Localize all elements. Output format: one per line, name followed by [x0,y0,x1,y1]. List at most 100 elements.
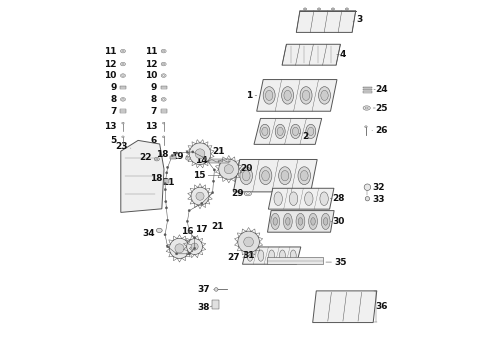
Ellipse shape [365,126,367,128]
Text: 21: 21 [162,179,175,188]
Text: 32: 32 [373,183,385,192]
Ellipse shape [271,213,280,230]
Text: 29: 29 [231,189,244,198]
Ellipse shape [122,99,124,100]
Ellipse shape [175,253,178,255]
Ellipse shape [323,217,328,225]
Ellipse shape [284,90,291,100]
Text: 13: 13 [145,122,157,131]
Text: 27: 27 [227,253,240,262]
Ellipse shape [163,99,165,100]
Ellipse shape [306,124,316,139]
Text: 2: 2 [302,132,308,141]
Ellipse shape [163,63,165,65]
Text: 22: 22 [140,153,152,162]
Ellipse shape [161,62,166,66]
Ellipse shape [122,136,124,138]
Ellipse shape [260,124,270,139]
Ellipse shape [188,231,190,233]
Polygon shape [233,159,317,192]
Text: 12: 12 [145,60,157,69]
Ellipse shape [164,183,166,185]
Ellipse shape [165,207,168,209]
Ellipse shape [258,250,264,261]
Text: 8: 8 [110,95,117,104]
Ellipse shape [121,49,125,53]
Ellipse shape [187,158,189,159]
Bar [212,300,219,309]
Ellipse shape [204,157,206,159]
Ellipse shape [365,107,368,109]
Polygon shape [296,11,356,32]
Ellipse shape [186,151,189,153]
Text: 9: 9 [110,83,117,92]
Polygon shape [254,118,321,144]
Bar [120,86,126,89]
Text: 18: 18 [150,174,162,183]
Ellipse shape [161,98,166,101]
Ellipse shape [167,246,169,248]
Bar [363,91,372,93]
Ellipse shape [162,136,165,138]
Ellipse shape [269,250,274,261]
Ellipse shape [283,213,292,230]
Ellipse shape [304,8,307,10]
Text: 19: 19 [171,152,184,161]
Ellipse shape [164,189,167,191]
Ellipse shape [194,237,196,239]
Text: 21: 21 [213,148,225,157]
Ellipse shape [156,158,158,160]
Ellipse shape [121,74,125,77]
Ellipse shape [320,192,328,206]
Ellipse shape [318,8,320,10]
Ellipse shape [188,210,190,212]
Bar [363,87,372,88]
Text: 10: 10 [145,71,157,80]
Ellipse shape [286,217,290,225]
Text: 24: 24 [375,85,388,94]
Text: 3: 3 [356,15,362,24]
Ellipse shape [305,192,313,206]
Ellipse shape [167,166,169,168]
Ellipse shape [293,127,298,136]
Text: 23: 23 [116,143,128,152]
Ellipse shape [156,228,162,233]
Ellipse shape [238,231,259,253]
Text: 13: 13 [104,122,117,131]
Text: 7: 7 [151,107,157,116]
Text: 20: 20 [241,164,253,173]
Ellipse shape [273,217,277,225]
Ellipse shape [189,143,211,165]
Text: 10: 10 [104,71,117,80]
Ellipse shape [318,87,331,104]
Ellipse shape [154,157,159,161]
Ellipse shape [275,124,285,139]
Text: 38: 38 [197,302,210,312]
Ellipse shape [187,239,202,255]
Ellipse shape [243,171,250,181]
Ellipse shape [170,238,190,258]
Text: 16: 16 [181,227,194,236]
Ellipse shape [321,213,330,230]
Text: 34: 34 [143,229,155,238]
Bar [161,86,167,89]
Text: 5: 5 [110,136,117,145]
Ellipse shape [240,167,252,185]
Ellipse shape [246,193,249,194]
Ellipse shape [308,127,314,136]
Ellipse shape [175,244,184,253]
Ellipse shape [298,217,303,225]
Text: 33: 33 [373,195,385,204]
Ellipse shape [321,90,328,100]
Ellipse shape [215,288,218,291]
Text: 21: 21 [211,222,223,231]
Ellipse shape [122,63,124,65]
Ellipse shape [364,184,370,190]
Ellipse shape [161,49,166,53]
Ellipse shape [195,149,205,159]
Text: 14: 14 [195,156,208,166]
Ellipse shape [121,62,125,66]
Ellipse shape [167,219,169,221]
Ellipse shape [365,197,369,201]
Ellipse shape [289,192,298,206]
